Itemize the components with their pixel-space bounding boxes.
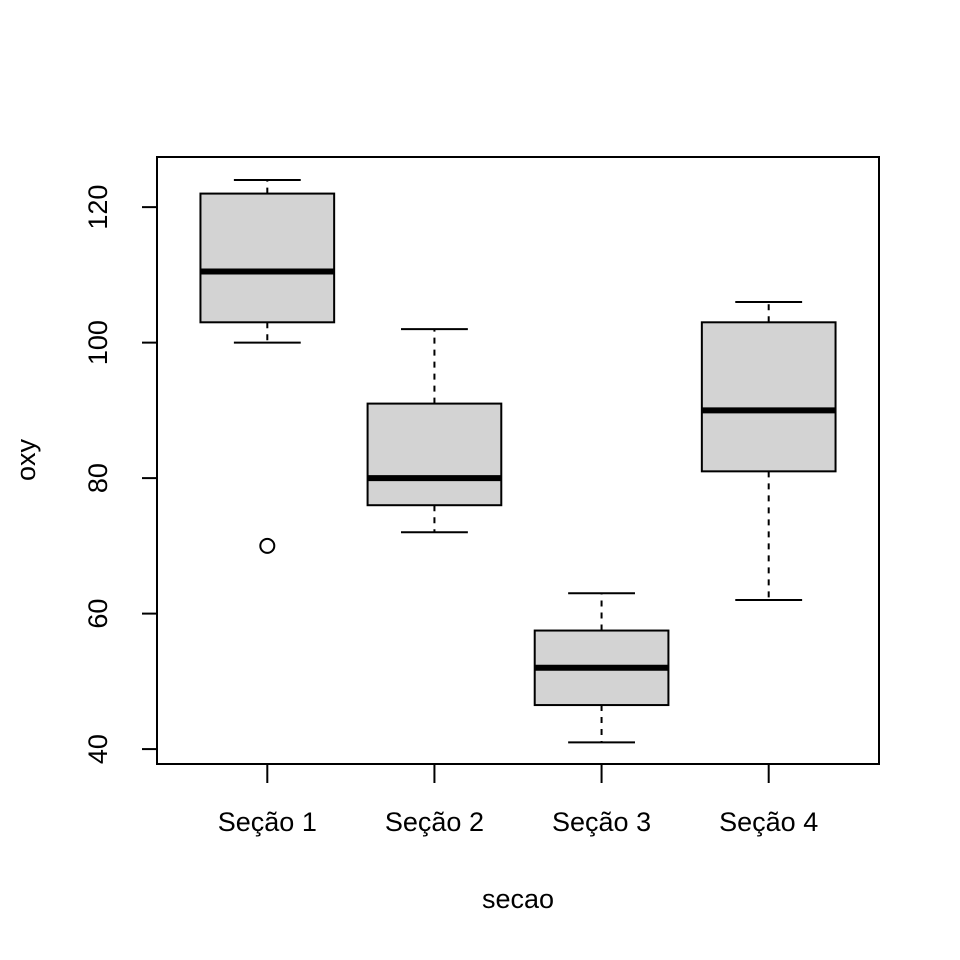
x-tick-label: Seção 1 (218, 807, 317, 837)
box (199, 192, 336, 324)
y-axis-label: oxy (11, 438, 41, 481)
y-tick-label: 120 (83, 185, 113, 230)
x-tick-label: Seção 4 (719, 807, 818, 837)
outlier (259, 537, 276, 554)
x-axis-label: secao (482, 884, 554, 914)
y-tick-label: 40 (83, 734, 113, 764)
y-tick-label: 60 (83, 599, 113, 629)
box (700, 321, 837, 473)
box (366, 402, 503, 507)
y-tick-label: 80 (83, 463, 113, 493)
y-tick-label: 100 (83, 320, 113, 365)
plot-frame (156, 156, 880, 765)
x-tick-label: Seção 2 (385, 807, 484, 837)
x-tick-label: Seção 3 (552, 807, 651, 837)
